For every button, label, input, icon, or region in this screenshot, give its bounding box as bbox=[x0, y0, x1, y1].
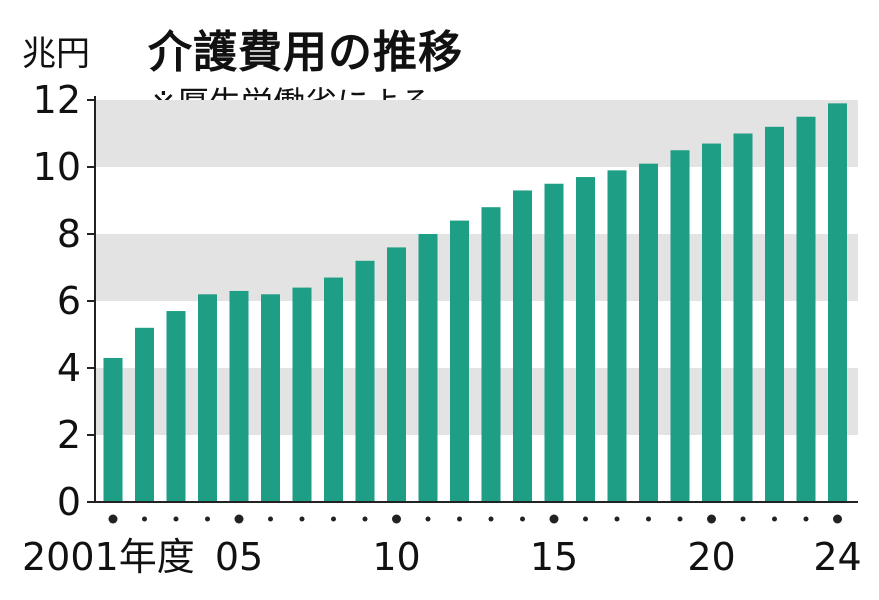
bar-2002 bbox=[135, 327, 154, 502]
x-dot-2010 bbox=[392, 514, 401, 524]
x-dot-2017 bbox=[614, 516, 620, 522]
x-dot-2023 bbox=[803, 516, 809, 522]
x-tick-labels: 2001年度 05 10 15 20 24 bbox=[22, 535, 862, 579]
bar-2012 bbox=[450, 220, 469, 502]
bar-2009 bbox=[355, 260, 375, 502]
x-dot-2022 bbox=[772, 516, 777, 522]
band-1 bbox=[95, 234, 858, 301]
x-tick-dots bbox=[108, 514, 842, 524]
x-dot-2009 bbox=[362, 516, 368, 522]
x-dot-2018 bbox=[646, 516, 651, 522]
band-0 bbox=[95, 368, 858, 435]
chart-title: 介護費用の推移 bbox=[148, 27, 463, 78]
bar-2005 bbox=[229, 290, 249, 502]
y-tick-label: 12 bbox=[33, 78, 81, 122]
bar-2024 bbox=[828, 103, 847, 502]
bar-2004 bbox=[198, 294, 217, 502]
axes bbox=[87, 96, 858, 503]
x-tick-label: 24 bbox=[813, 535, 861, 579]
y-tick-label: 4 bbox=[57, 346, 81, 390]
bar-2001 bbox=[103, 357, 123, 502]
x-dot-2013 bbox=[488, 516, 494, 522]
bar-2015 bbox=[544, 183, 564, 502]
bar-2008 bbox=[324, 277, 343, 502]
bar-2007 bbox=[292, 287, 312, 502]
bar-2021 bbox=[733, 133, 753, 502]
x-dot-2001 bbox=[108, 514, 118, 524]
x-dot-2015 bbox=[549, 514, 559, 524]
x-dot-2020 bbox=[707, 514, 716, 524]
y-tick-labels: 0 2 4 6 8 10 12 bbox=[33, 78, 81, 524]
bar-2019 bbox=[670, 150, 690, 502]
bar-2023 bbox=[796, 116, 816, 502]
x-dot-2002 bbox=[142, 516, 147, 522]
bar-2010 bbox=[387, 247, 406, 502]
bars bbox=[103, 103, 847, 503]
x-tick-label: 10 bbox=[372, 535, 420, 579]
bar-2022 bbox=[765, 126, 784, 503]
x-dot-2014 bbox=[520, 516, 525, 522]
x-tick-label: 20 bbox=[687, 535, 735, 579]
bar-2016 bbox=[576, 177, 595, 503]
bar-2020 bbox=[702, 143, 721, 503]
x-dot-2004 bbox=[205, 516, 210, 522]
y-tick-label: 2 bbox=[57, 413, 81, 457]
bar-2017 bbox=[607, 170, 627, 502]
x-dot-2006 bbox=[268, 516, 273, 522]
x-tick-label: 05 bbox=[215, 535, 263, 579]
y-tick-label: 0 bbox=[57, 480, 81, 524]
y-tick-label: 8 bbox=[57, 212, 81, 256]
x-dot-2012 bbox=[457, 516, 462, 522]
bar-2006 bbox=[261, 294, 280, 502]
y-tick-label: 6 bbox=[57, 279, 81, 323]
x-dot-2007 bbox=[299, 516, 305, 522]
x-dot-2019 bbox=[677, 516, 683, 522]
x-dot-2016 bbox=[583, 516, 588, 522]
x-dot-2024 bbox=[833, 514, 842, 524]
y-tick-label: 10 bbox=[33, 145, 81, 189]
x-dot-2005 bbox=[234, 514, 244, 524]
x-dot-2008 bbox=[331, 516, 336, 522]
band-2 bbox=[95, 100, 858, 167]
bar-2014 bbox=[513, 190, 532, 502]
x-dot-2003 bbox=[173, 516, 179, 522]
x-dot-2011 bbox=[425, 516, 431, 522]
background-bands bbox=[95, 100, 858, 435]
bar-2013 bbox=[481, 207, 501, 502]
x-dot-2021 bbox=[740, 516, 746, 522]
x-tick-label: 2001年度 bbox=[22, 535, 195, 579]
bar-2011 bbox=[418, 234, 438, 502]
bar-2018 bbox=[639, 163, 658, 502]
bar-2003 bbox=[166, 311, 186, 502]
unit-label: 兆円 bbox=[22, 34, 90, 74]
x-tick-label: 15 bbox=[530, 535, 578, 579]
